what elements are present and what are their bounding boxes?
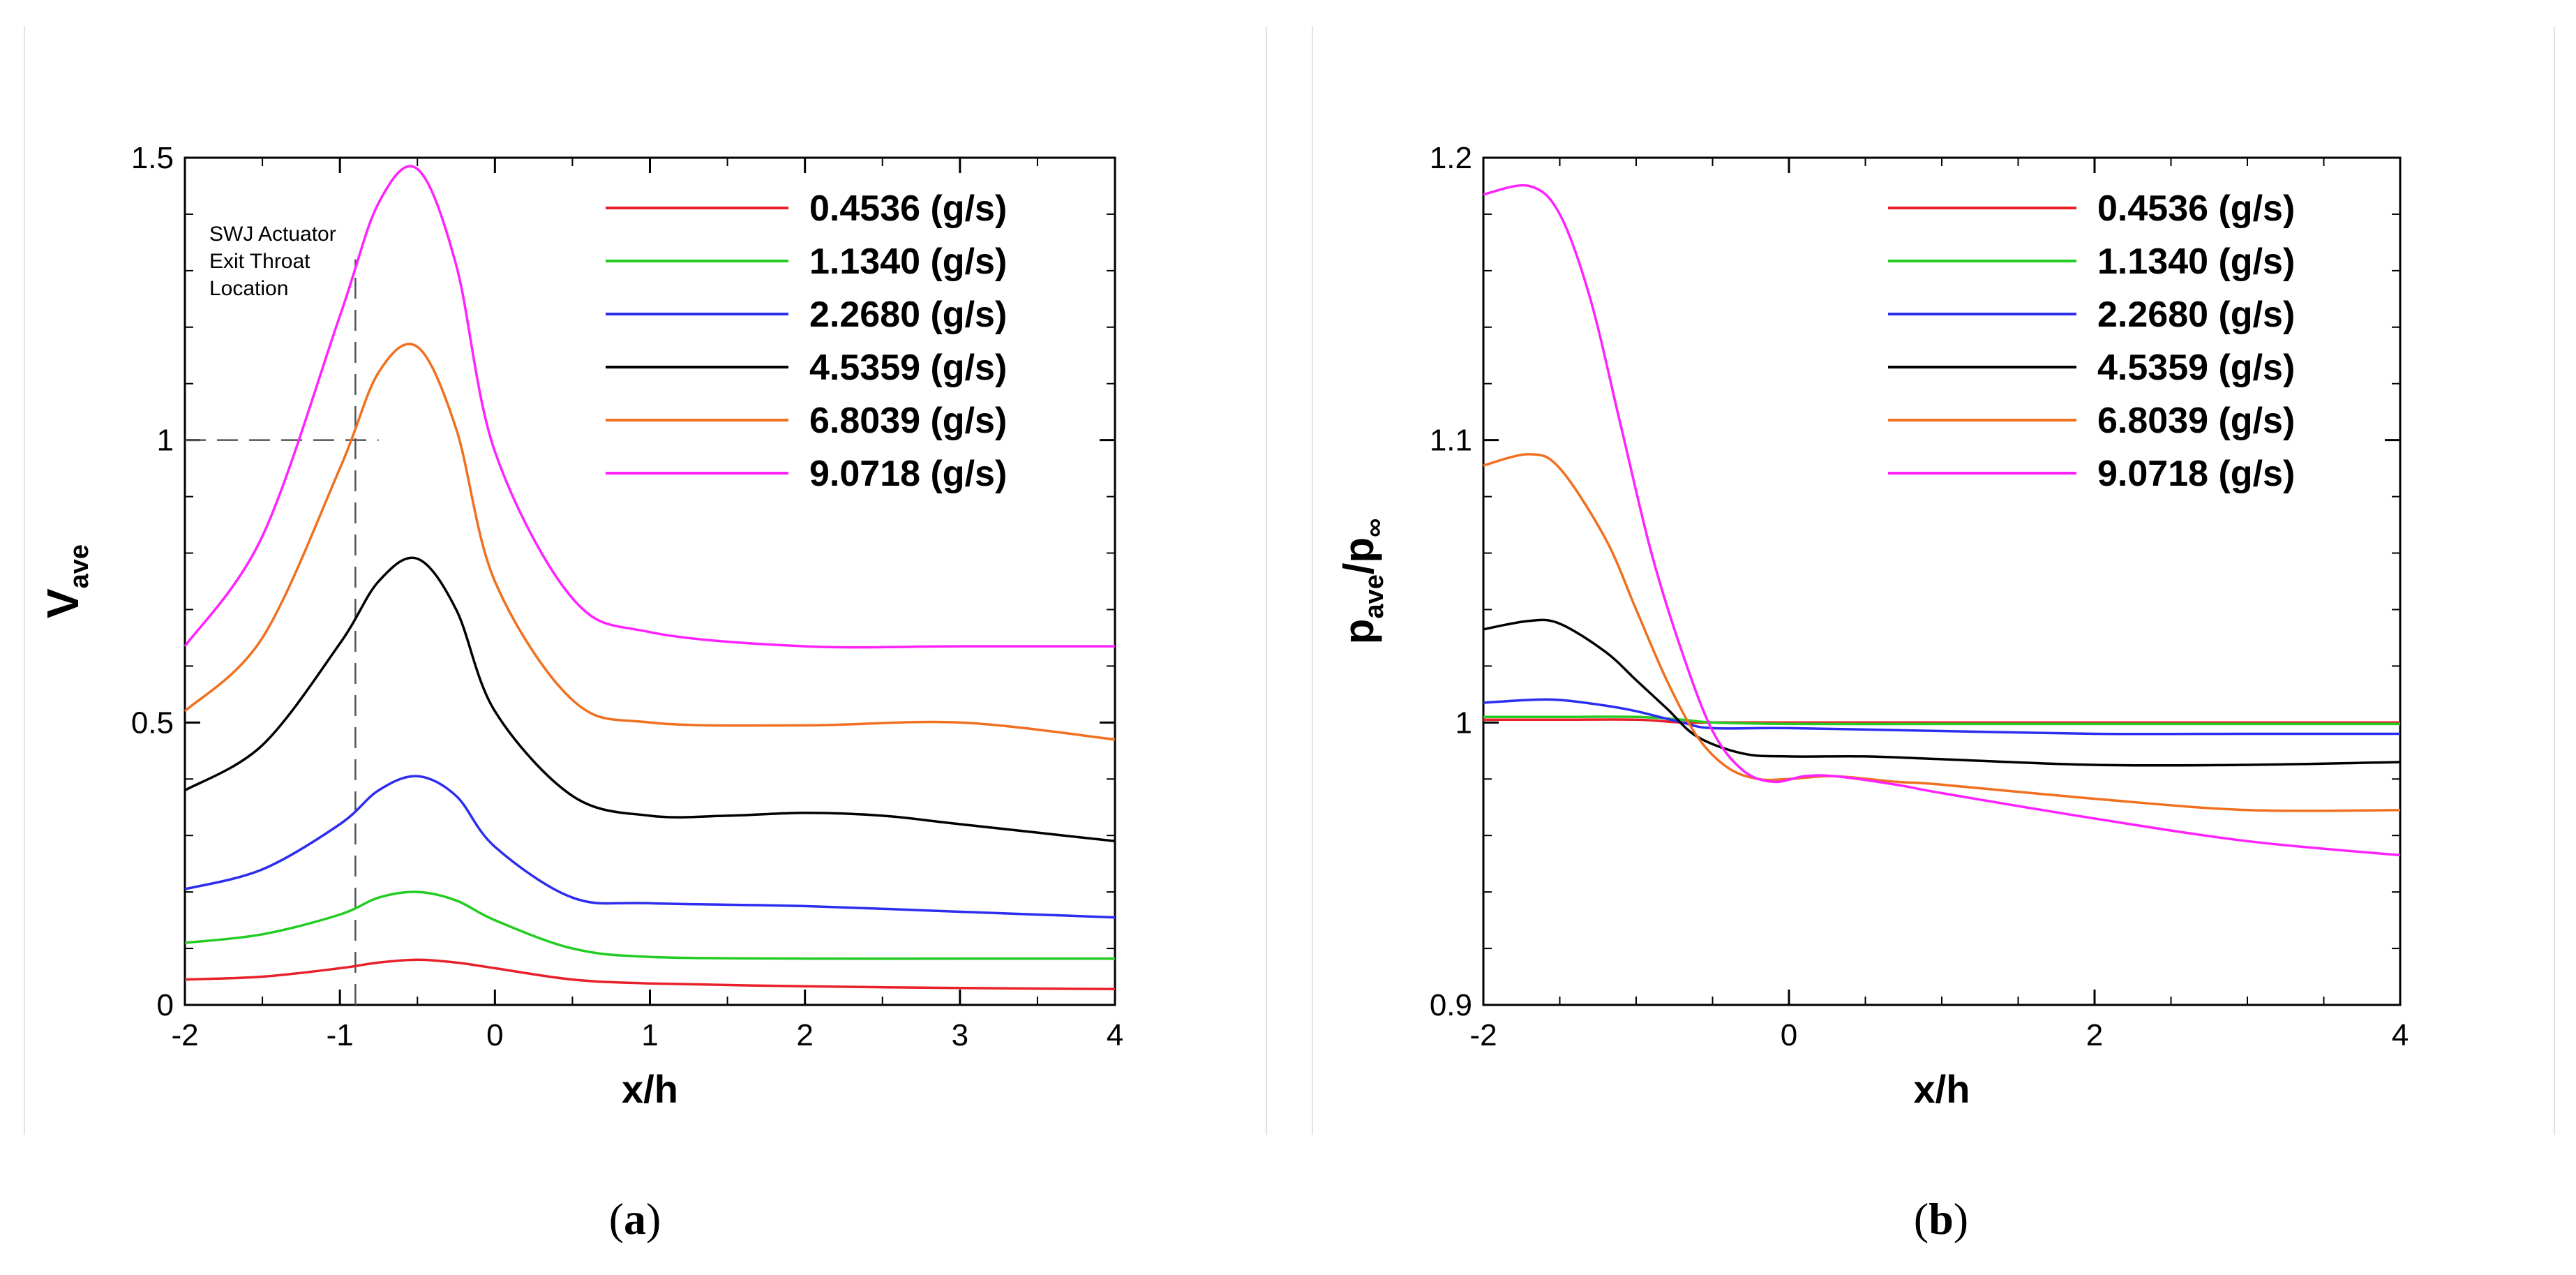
b-y-axis-label-sub2: ∞ bbox=[1360, 519, 1389, 537]
a-ytick-label: 1.5 bbox=[131, 141, 174, 175]
a-y-axis-label-main: V bbox=[38, 588, 88, 618]
b-xtick-label: 4 bbox=[2392, 1018, 2409, 1052]
b-ytick-label: 1.1 bbox=[1430, 424, 1472, 458]
panel-a-frame bbox=[24, 27, 1267, 1135]
panel-b: -2 0 2 4 0.9 1 1.1 1.2 x/h 0.4536 (g/s) 1.1340 (g/… bbox=[1288, 0, 2576, 1275]
panel-b-caption: (b) bbox=[1913, 1194, 1969, 1244]
b-series-line-4 bbox=[1483, 453, 2401, 812]
b-legend-label-0: 0.4536 (g/s) bbox=[2097, 188, 2295, 229]
b-series-line-5 bbox=[1483, 184, 2401, 857]
b-y-axis-label-sub1: ave bbox=[1360, 574, 1389, 618]
panel-b-frame bbox=[1312, 27, 2555, 1135]
a-xtick-label: 3 bbox=[952, 1018, 968, 1052]
a-xtick-label: -1 bbox=[327, 1018, 354, 1052]
b-ytick-label: 1 bbox=[1455, 706, 1472, 740]
panel-b-caption-letter: b bbox=[1929, 1194, 1954, 1244]
b-legend-label-2: 2.2680 (g/s) bbox=[2097, 294, 2295, 335]
b-y-axis-label: pave/p∞ bbox=[1335, 519, 1389, 644]
panel-a-caption: (a) bbox=[608, 1194, 661, 1244]
panel-a: -2 -1 0 1 2 3 4 0 0.5 1 1.5 x/h 0.4536 (g/s) 1.1340 (… bbox=[24, 27, 1267, 1244]
b-series-line-2 bbox=[1483, 698, 2400, 736]
a-legend-label-0: 0.4536 (g/s) bbox=[809, 188, 1007, 229]
a-xtick-label: -2 bbox=[171, 1018, 198, 1052]
a-xtick-label: 0 bbox=[486, 1018, 503, 1052]
a-legend-label-4: 6.8039 (g/s) bbox=[809, 401, 1007, 441]
b-y-axis-label-text: pave/p∞ bbox=[1335, 519, 1389, 644]
a-y-axis-label-text: Vave bbox=[38, 544, 94, 618]
a-legend-label-5: 9.0718 (g/s) bbox=[809, 454, 1007, 494]
b-series-line-3 bbox=[1483, 618, 2401, 767]
a-series-line-2 bbox=[184, 775, 1116, 919]
a-series-line-1 bbox=[184, 890, 1115, 960]
b-series-line-0 bbox=[1483, 718, 2400, 724]
a-xtick-label: 4 bbox=[1107, 1018, 1123, 1052]
a-series-line-5 bbox=[184, 165, 1115, 649]
chart-b: -2 0 2 4 0.9 1 1.1 1.2 x/h 0.4536 (g/s) 1.1340 (g/… bbox=[1335, 141, 2409, 1111]
a-legend-label-1: 1.1340 (g/s) bbox=[809, 241, 1007, 282]
b-ytick-label: 0.9 bbox=[1430, 988, 1472, 1022]
a-plot-frame bbox=[184, 156, 1116, 1006]
a-ytick-label: 0.5 bbox=[131, 706, 174, 740]
a-legend-label-2: 2.2680 (g/s) bbox=[809, 294, 1007, 335]
a-annotation-line-1: Exit Throat bbox=[209, 250, 310, 273]
a-annotation-line-0: SWJ Actuator bbox=[209, 223, 336, 246]
b-legend-label-3: 4.5359 (g/s) bbox=[2097, 348, 2295, 388]
a-xtick-label: 2 bbox=[796, 1018, 813, 1052]
a-annotation-line-2: Location bbox=[209, 277, 288, 300]
b-x-axis-label: x/h bbox=[1914, 1067, 1970, 1111]
b-series-line-1 bbox=[1483, 715, 2400, 726]
a-ytick-label: 0 bbox=[157, 988, 174, 1022]
a-series-line-4 bbox=[184, 343, 1116, 741]
panel-a-caption-letter: a bbox=[624, 1194, 646, 1244]
b-xtick-label: 0 bbox=[1781, 1018, 1797, 1052]
b-y-axis-label-main: p bbox=[1335, 619, 1382, 645]
a-x-axis-label: x/h bbox=[622, 1067, 678, 1111]
a-y-axis-label: Vave bbox=[38, 544, 94, 618]
a-series-line-0 bbox=[184, 958, 1116, 991]
a-series-line-3 bbox=[184, 556, 1116, 843]
a-legend-label-3: 4.5359 (g/s) bbox=[809, 348, 1007, 388]
b-y-axis-label-mid: /p bbox=[1335, 537, 1382, 574]
b-ytick-label: 1.2 bbox=[1430, 141, 1472, 175]
b-legend-label-1: 1.1340 (g/s) bbox=[2097, 241, 2295, 282]
a-xtick-label: 1 bbox=[641, 1018, 658, 1052]
b-legend-label-5: 9.0718 (g/s) bbox=[2097, 454, 2295, 494]
b-xtick-label: -2 bbox=[1469, 1018, 1497, 1052]
b-xtick-label: 2 bbox=[2086, 1018, 2103, 1052]
chart-a: -2 -1 0 1 2 3 4 0 0.5 1 1.5 x/h 0.4536 (g/s) 1.1340 (… bbox=[38, 141, 1123, 1111]
b-plot-frame bbox=[1482, 156, 2402, 1006]
a-ytick-label: 1 bbox=[157, 424, 174, 458]
b-legend-label-4: 6.8039 (g/s) bbox=[2097, 401, 2295, 441]
a-y-axis-label-sub: ave bbox=[65, 544, 94, 588]
